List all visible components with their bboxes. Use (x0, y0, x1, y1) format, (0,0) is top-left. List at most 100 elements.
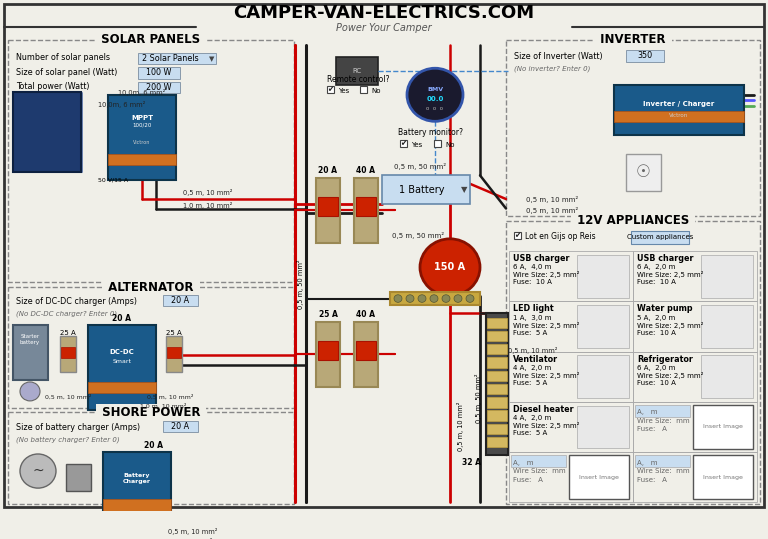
Text: Inverter / Charger: Inverter / Charger (644, 101, 715, 107)
Text: 40 A: 40 A (356, 310, 376, 319)
Text: 40 A: 40 A (356, 166, 376, 175)
Text: 10,0m, 6 mm²: 10,0m, 6 mm² (118, 89, 166, 96)
Text: Victron: Victron (670, 113, 689, 118)
Text: MPPT: MPPT (131, 114, 153, 121)
Text: 20 A: 20 A (112, 314, 131, 323)
Text: 4 A,  2,0 m: 4 A, 2,0 m (513, 415, 551, 421)
Bar (701, 255, 753, 298)
Bar (8, 287, 294, 407)
Bar (514, 232, 521, 239)
Text: Battery monitor?: Battery monitor? (398, 128, 462, 137)
Text: ✔: ✔ (327, 85, 333, 94)
Text: ALTERNATOR: ALTERNATOR (104, 281, 198, 294)
Bar (316, 178, 340, 243)
Text: LED light: LED light (513, 305, 554, 314)
Circle shape (430, 295, 438, 302)
Text: 20 A: 20 A (171, 422, 190, 431)
Text: Wire Size:  mm: Wire Size: mm (513, 468, 565, 474)
Text: Yes: Yes (411, 142, 422, 148)
Bar (633, 301, 757, 351)
Bar (578, 406, 629, 448)
Text: 1 Battery: 1 Battery (399, 184, 445, 195)
Bar (487, 344, 507, 355)
Text: Wire Size: 2,5 mm²: Wire Size: 2,5 mm² (513, 422, 580, 429)
Bar (138, 67, 180, 79)
Text: Wire Size: 2,5 mm²: Wire Size: 2,5 mm² (637, 322, 703, 329)
Bar (356, 197, 376, 216)
Text: Fuse:  10 A: Fuse: 10 A (513, 279, 552, 286)
Text: Fuse:  5 A: Fuse: 5 A (513, 430, 548, 436)
Bar (163, 295, 198, 306)
Bar (382, 175, 470, 204)
Text: Fuse:   A: Fuse: A (637, 426, 667, 432)
Text: A,   m: A, m (513, 460, 534, 466)
Circle shape (406, 295, 414, 302)
Bar (356, 341, 376, 360)
Text: Wire Size: 2,5 mm²: Wire Size: 2,5 mm² (637, 372, 703, 379)
Text: Smart: Smart (112, 358, 131, 364)
Text: Wire Size: 2,5 mm²: Wire Size: 2,5 mm² (513, 372, 580, 379)
Text: Size of battery charger (Amps): Size of battery charger (Amps) (16, 423, 140, 432)
Bar (506, 40, 760, 216)
Text: 6 A,  4,0 m: 6 A, 4,0 m (513, 264, 551, 270)
Bar (614, 111, 744, 122)
Text: Size of DC-DC charger (Amps): Size of DC-DC charger (Amps) (16, 297, 137, 306)
Text: (No battery charger? Enter 0): (No battery charger? Enter 0) (16, 437, 120, 443)
Text: ~: ~ (32, 464, 44, 478)
Circle shape (20, 454, 56, 488)
Text: Fuse:   A: Fuse: A (637, 476, 667, 482)
Text: Total power (Watt): Total power (Watt) (16, 82, 90, 91)
Text: RC: RC (353, 68, 362, 74)
Text: 0,5 m, 10 mm²: 0,5 m, 10 mm² (526, 207, 578, 214)
Text: 0,5 m, 10 mm²: 0,5 m, 10 mm² (526, 196, 578, 203)
Text: 1,0 m, 10 mm²: 1,0 m, 10 mm² (184, 202, 233, 209)
Text: Diesel heater: Diesel heater (513, 405, 574, 414)
Text: Water pump: Water pump (637, 305, 693, 314)
Text: Wire Size:  mm: Wire Size: mm (637, 468, 690, 474)
Circle shape (420, 239, 480, 296)
Bar (693, 455, 753, 500)
Circle shape (442, 295, 450, 302)
Text: 0,5 m, 50 mm²: 0,5 m, 50 mm² (394, 163, 446, 170)
Text: DC-DC: DC-DC (110, 349, 134, 355)
Text: Insert Image: Insert Image (703, 475, 743, 480)
Bar (486, 313, 508, 455)
Text: 25 A: 25 A (166, 330, 182, 336)
Text: A,   m: A, m (637, 409, 657, 415)
Bar (318, 197, 338, 216)
Circle shape (454, 295, 462, 302)
Bar (578, 255, 629, 298)
Text: 0,5 m, 10 mm²: 0,5 m, 10 mm² (456, 402, 464, 451)
Bar (487, 371, 507, 381)
Bar (626, 154, 661, 191)
Text: Fuse:  10 A: Fuse: 10 A (637, 279, 676, 286)
Bar (506, 221, 760, 504)
Text: 350: 350 (637, 51, 653, 60)
Text: 20 A: 20 A (144, 441, 163, 450)
Text: (No DC-DC charger? Enter 0): (No DC-DC charger? Enter 0) (16, 310, 118, 317)
Bar (578, 355, 629, 398)
Bar (13, 92, 81, 172)
Bar (400, 140, 407, 147)
Bar (568, 455, 629, 500)
Bar (487, 410, 507, 421)
Text: o  o  o: o o o (426, 106, 444, 110)
Text: ▼: ▼ (210, 56, 215, 62)
Bar (509, 351, 633, 402)
Bar (701, 305, 753, 348)
Text: Lot en Gijs op Reis: Lot en Gijs op Reis (525, 232, 596, 241)
Bar (487, 331, 507, 341)
Text: ✔: ✔ (400, 139, 407, 148)
Text: Fuse:   A: Fuse: A (513, 476, 543, 482)
Bar (487, 384, 507, 395)
Text: Number of solar panels: Number of solar panels (16, 53, 110, 63)
Text: ▼: ▼ (461, 185, 467, 194)
Bar (354, 322, 378, 386)
Text: Custom appliances: Custom appliances (627, 234, 694, 240)
Text: USB charger: USB charger (637, 254, 694, 263)
Text: 4 A,  2,0 m: 4 A, 2,0 m (513, 365, 551, 371)
Text: Ventilator: Ventilator (513, 355, 558, 364)
Text: 0,5 m, 10 mm²: 0,5 m, 10 mm² (508, 347, 558, 354)
Bar (578, 305, 629, 348)
Bar (487, 424, 507, 434)
